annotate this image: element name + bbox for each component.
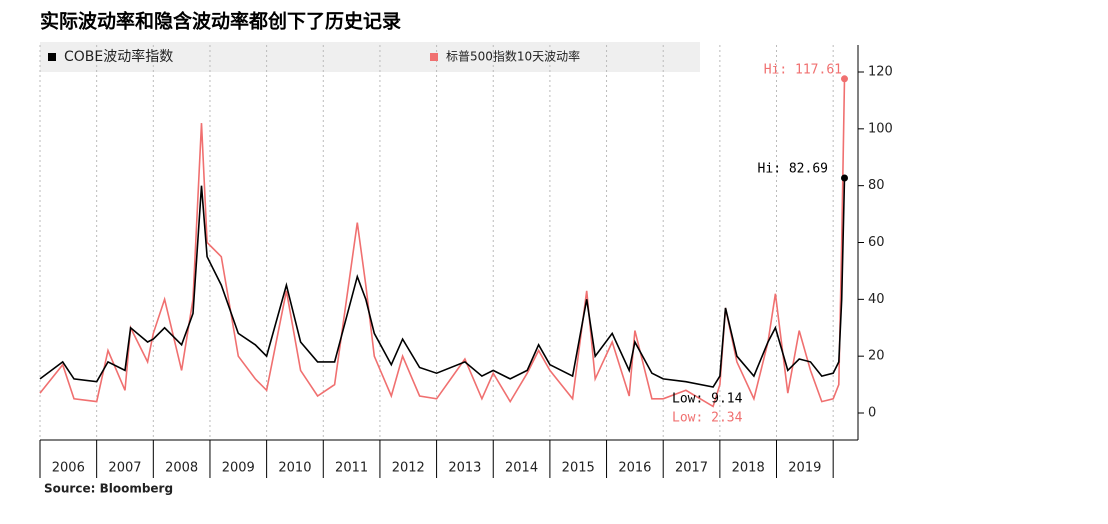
series-line xyxy=(39,78,846,408)
y-tick-label: 20 xyxy=(868,349,885,364)
y-tick-label: 40 xyxy=(868,292,885,307)
x-tick-label: 2009 xyxy=(222,461,255,476)
y-tick-label: 120 xyxy=(868,64,893,79)
x-tick-label: 2016 xyxy=(618,461,651,476)
high-point xyxy=(841,174,849,182)
legend-swatch xyxy=(48,53,56,61)
legend-swatch xyxy=(430,53,438,61)
source: Source: Bloomberg xyxy=(44,482,173,496)
x-tick-label: 2014 xyxy=(505,461,538,476)
x-tick-label: 2010 xyxy=(278,461,311,476)
annotation: Low: 2.34 xyxy=(672,411,743,426)
x-tick-label: 2011 xyxy=(335,461,368,476)
x-tick-label: 2006 xyxy=(52,461,85,476)
annotation: Low: 9.14 xyxy=(672,392,743,407)
x-tick-label: 2013 xyxy=(448,461,481,476)
chart-title: 实际波动率和隐含波动率都创下了历史记录 xyxy=(40,10,401,33)
legend-label: 标普500指数10天波动率 xyxy=(446,49,580,64)
x-tick-label: 2017 xyxy=(675,461,708,476)
y-tick-label: 80 xyxy=(868,178,885,193)
y-tick-label: 60 xyxy=(868,235,885,250)
x-tick-label: 2008 xyxy=(165,461,198,476)
legend-box xyxy=(40,42,700,72)
series-line xyxy=(39,177,846,388)
legend-label: COBE波动率指数 xyxy=(64,48,173,65)
x-tick-label: 2007 xyxy=(108,461,141,476)
x-tick-label: 2012 xyxy=(392,461,425,476)
x-tick-label: 2015 xyxy=(562,461,595,476)
annotation: Hi: 82.69 xyxy=(758,162,828,177)
annotation: Hi: 117.61 xyxy=(764,63,842,78)
y-tick-label: 100 xyxy=(868,121,893,136)
y-tick-label: 0 xyxy=(868,406,876,421)
x-tick-label: 2019 xyxy=(788,461,821,476)
high-point xyxy=(841,75,849,83)
x-tick-label: 2018 xyxy=(732,461,765,476)
